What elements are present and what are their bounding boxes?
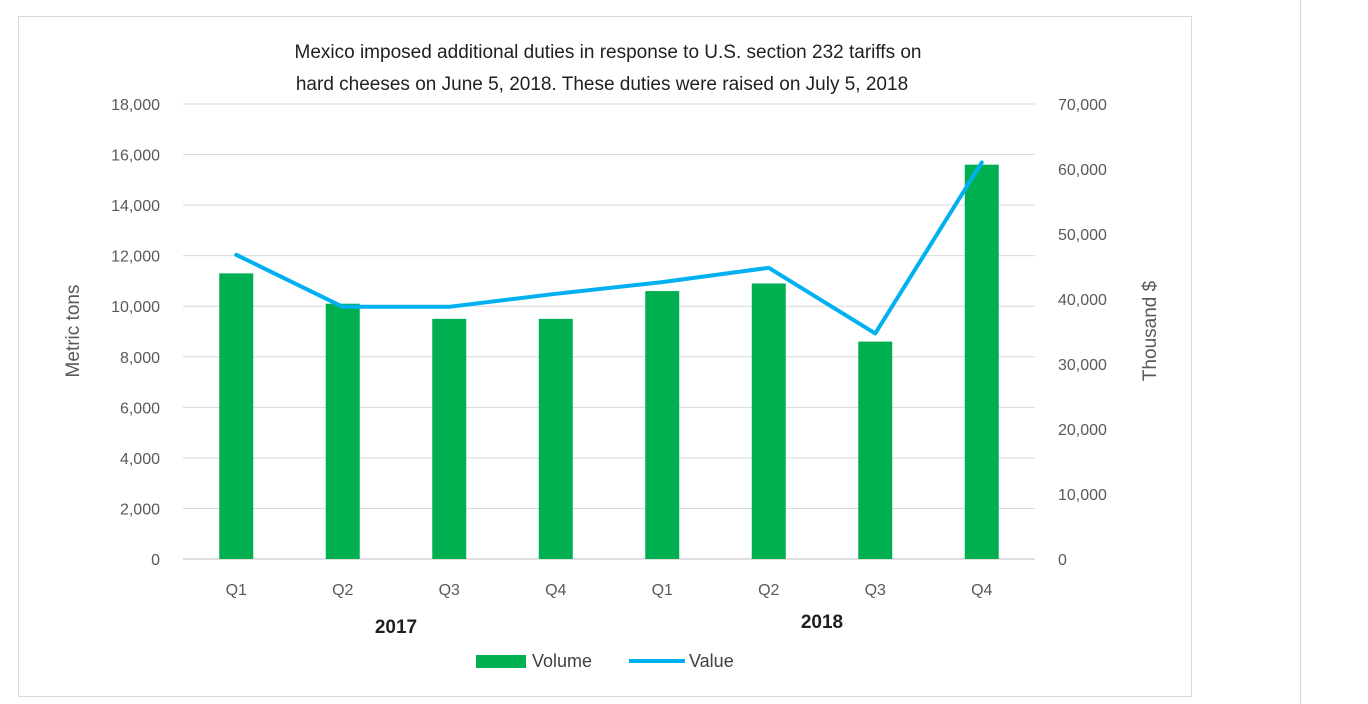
y-right-tick-label: 30,000 [1058, 357, 1107, 374]
axis-ticks: 0 2,000 4,000 6,000 8,000 10,000 12,000 14,000 1… [111, 97, 1107, 638]
panel-divider [1300, 0, 1301, 704]
chart-text: Mexico imposed additional duties in resp… [63, 42, 1161, 381]
value-point [981, 162, 983, 163]
chart-title-line-2: hard cheeses on June 5, 2018. These duti… [296, 74, 908, 95]
y-axis-left-title: Metric tons [63, 285, 84, 378]
x-tick-label: Q3 [439, 582, 460, 599]
y-right-tick-label: 20,000 [1058, 422, 1107, 439]
volume-bars [219, 164, 999, 559]
volume-bar [432, 318, 467, 559]
value-point [661, 281, 663, 283]
value-point [342, 306, 344, 308]
volume-bar [751, 283, 786, 559]
volume-bar [858, 341, 893, 559]
x-year-group-label: 2018 [801, 612, 843, 633]
y-right-tick-label: 60,000 [1058, 162, 1107, 179]
value-point [448, 306, 450, 308]
volume-bar [645, 291, 680, 559]
y-right-tick-label: 70,000 [1058, 97, 1107, 114]
value-point [235, 254, 237, 256]
y-left-tick-label: 2,000 [120, 501, 160, 518]
y-axis-right-title: Thousand $ [1140, 280, 1161, 381]
value-point [874, 332, 876, 334]
volume-bar [219, 273, 254, 559]
legend: Volume Value [476, 651, 734, 671]
y-left-tick-label: 18,000 [111, 97, 160, 114]
legend-volume-swatch [476, 655, 526, 668]
y-left-tick-label: 14,000 [111, 198, 160, 215]
x-tick-label: Q2 [758, 582, 779, 599]
value-point [768, 267, 770, 269]
x-tick-label: Q1 [652, 582, 673, 599]
y-left-tick-label: 8,000 [120, 350, 160, 367]
x-tick-label: Q4 [971, 582, 992, 599]
volume-bar [964, 164, 999, 559]
y-left-tick-label: 0 [151, 552, 160, 569]
legend-value-label: Value [689, 651, 734, 671]
value-point [555, 293, 557, 295]
y-right-tick-label: 50,000 [1058, 227, 1107, 244]
volume-bar [325, 303, 360, 559]
y-left-tick-label: 6,000 [120, 400, 160, 417]
value-line [234, 160, 984, 336]
volume-bar [538, 318, 573, 559]
y-left-tick-label: 10,000 [111, 299, 160, 316]
value-line-layer [234, 160, 984, 336]
x-year-group-label: 2017 [375, 617, 417, 638]
x-tick-label: Q4 [545, 582, 566, 599]
y-right-tick-label: 10,000 [1058, 487, 1107, 504]
y-right-tick-label: 0 [1058, 552, 1067, 569]
x-tick-label: Q2 [332, 582, 353, 599]
gridlines [183, 103, 1035, 560]
y-left-tick-label: 4,000 [120, 451, 160, 468]
legend-volume-label: Volume [532, 651, 592, 671]
x-tick-label: Q1 [226, 582, 247, 599]
chart-title-line-1: Mexico imposed additional duties in resp… [295, 42, 922, 63]
y-left-tick-label: 16,000 [111, 148, 160, 165]
y-right-tick-label: 40,000 [1058, 292, 1107, 309]
y-left-tick-label: 12,000 [111, 249, 160, 266]
x-tick-label: Q3 [865, 582, 886, 599]
